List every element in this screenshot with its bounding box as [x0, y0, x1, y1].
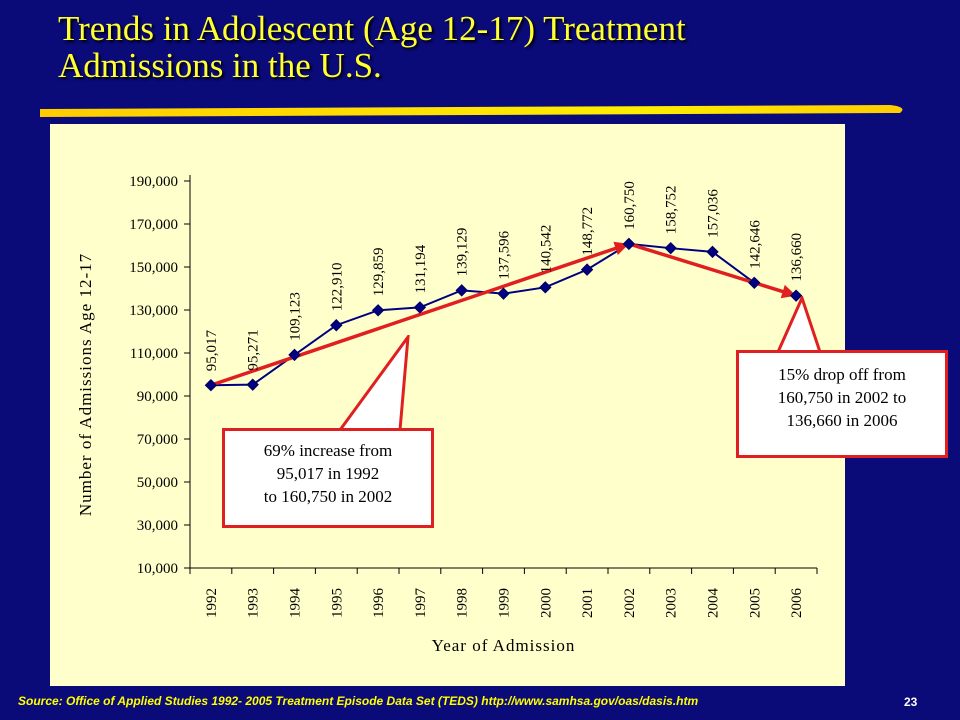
- data-label: 131,194: [413, 244, 429, 293]
- data-label: 95,017: [204, 329, 220, 371]
- y-tick-label: 90,000: [137, 389, 178, 405]
- y-tick-label: 70,000: [137, 432, 178, 448]
- trend-arrow-line: [210, 242, 630, 387]
- data-label: 129,859: [371, 248, 387, 297]
- data-label: 122,910: [329, 262, 345, 311]
- admissions-line-chart: 10,000 30,000 50,000 70,000 90,000 110,000 130…: [76, 174, 818, 655]
- x-tick-label: 1993: [246, 588, 262, 618]
- callout-drop-line-1: 15% drop off from: [778, 365, 906, 384]
- callout-drop-line-2: 160,750 in 2002 to: [777, 388, 907, 407]
- callout-drop-line-3: 136,660 in 2006: [786, 411, 898, 430]
- y-tick-label: 10,000: [137, 561, 178, 577]
- data-point: [539, 281, 552, 294]
- x-tick-label: 1996: [371, 588, 387, 619]
- y-tick-label: 130,000: [129, 303, 178, 319]
- data-label: 95,271: [246, 329, 262, 370]
- data-point: [330, 319, 343, 332]
- y-tick-label: 190,000: [129, 174, 178, 190]
- y-axis-title: Number of Admissions Age 12-17: [76, 253, 95, 516]
- data-label: 137,596: [497, 230, 513, 279]
- data-point: [455, 284, 468, 297]
- data-label: 158,752: [664, 185, 680, 234]
- data-label: 142,646: [747, 220, 763, 269]
- data-label: 139,129: [455, 228, 471, 277]
- x-tick-label: 1999: [497, 588, 513, 618]
- data-point: [706, 245, 719, 259]
- title-underline: [40, 105, 903, 117]
- y-tick-label: 150,000: [129, 260, 178, 276]
- page-number: 23: [904, 695, 918, 709]
- y-tick-label: 170,000: [129, 217, 178, 233]
- data-label: 160,750: [622, 181, 638, 230]
- data-point: [789, 289, 803, 302]
- trend-arrow-line: [628, 242, 797, 298]
- x-tick-label: 1998: [455, 588, 471, 618]
- data-point: [246, 378, 259, 391]
- data-point: [288, 348, 301, 362]
- callout-increase-line-2: 95,017 in 1992: [276, 464, 380, 483]
- x-tick-label: 2002: [622, 588, 638, 618]
- x-tick-label: 2000: [538, 588, 554, 618]
- page-title-line-2: Admissions in the U.S.: [58, 46, 382, 85]
- x-tick-label: 2003: [664, 588, 680, 618]
- x-tick-label: 1994: [288, 588, 304, 619]
- data-label: 109,123: [288, 292, 304, 341]
- data-label: 148,772: [580, 207, 596, 256]
- x-tick-label: 1995: [329, 588, 345, 618]
- data-point: [622, 237, 636, 251]
- data-label: 140,542: [538, 225, 554, 274]
- data-label: 136,660: [789, 233, 805, 282]
- y-tick-label: 30,000: [137, 518, 178, 534]
- data-point: [664, 241, 677, 255]
- callout-increase-line-3: to 160,750 in 2002: [263, 487, 393, 506]
- data-point: [371, 304, 385, 317]
- data-point: [413, 301, 427, 314]
- page-title: Trends in Adolescent (Age 12-17) Treatme…: [58, 10, 918, 84]
- callout-increase-line-1: 69% increase from: [263, 441, 393, 460]
- chart-panel: [50, 124, 845, 686]
- callout-drop: 15% drop off from 160,750 in 2002 to 136…: [736, 350, 948, 458]
- data-point: [204, 379, 218, 392]
- x-tick-label: 2001: [580, 588, 596, 618]
- x-axis-title: Year of Admission: [432, 636, 576, 655]
- data-point: [580, 263, 594, 276]
- x-tick-label: 1997: [413, 588, 429, 619]
- source-citation: Source: Office of Applied Studies 1992- …: [18, 694, 699, 708]
- data-point: [497, 287, 510, 300]
- page-title-line-1: Trends in Adolescent (Age 12-17) Treatme…: [58, 9, 686, 48]
- x-tick-label: 2006: [789, 588, 805, 619]
- callout-right-pointer: [775, 296, 823, 354]
- data-label: 157,036: [706, 189, 722, 238]
- data-point: [748, 276, 761, 290]
- y-tick-label: 110,000: [130, 346, 178, 362]
- y-tick-label: 50,000: [137, 475, 178, 491]
- x-tick-label: 2005: [747, 588, 763, 618]
- x-tick-label: 2004: [706, 588, 722, 619]
- callout-increase: 69% increase from 95,017 in 1992 to 160,…: [222, 428, 434, 528]
- callout-left-pointer: [337, 335, 410, 432]
- x-tick-label: 1992: [204, 588, 220, 618]
